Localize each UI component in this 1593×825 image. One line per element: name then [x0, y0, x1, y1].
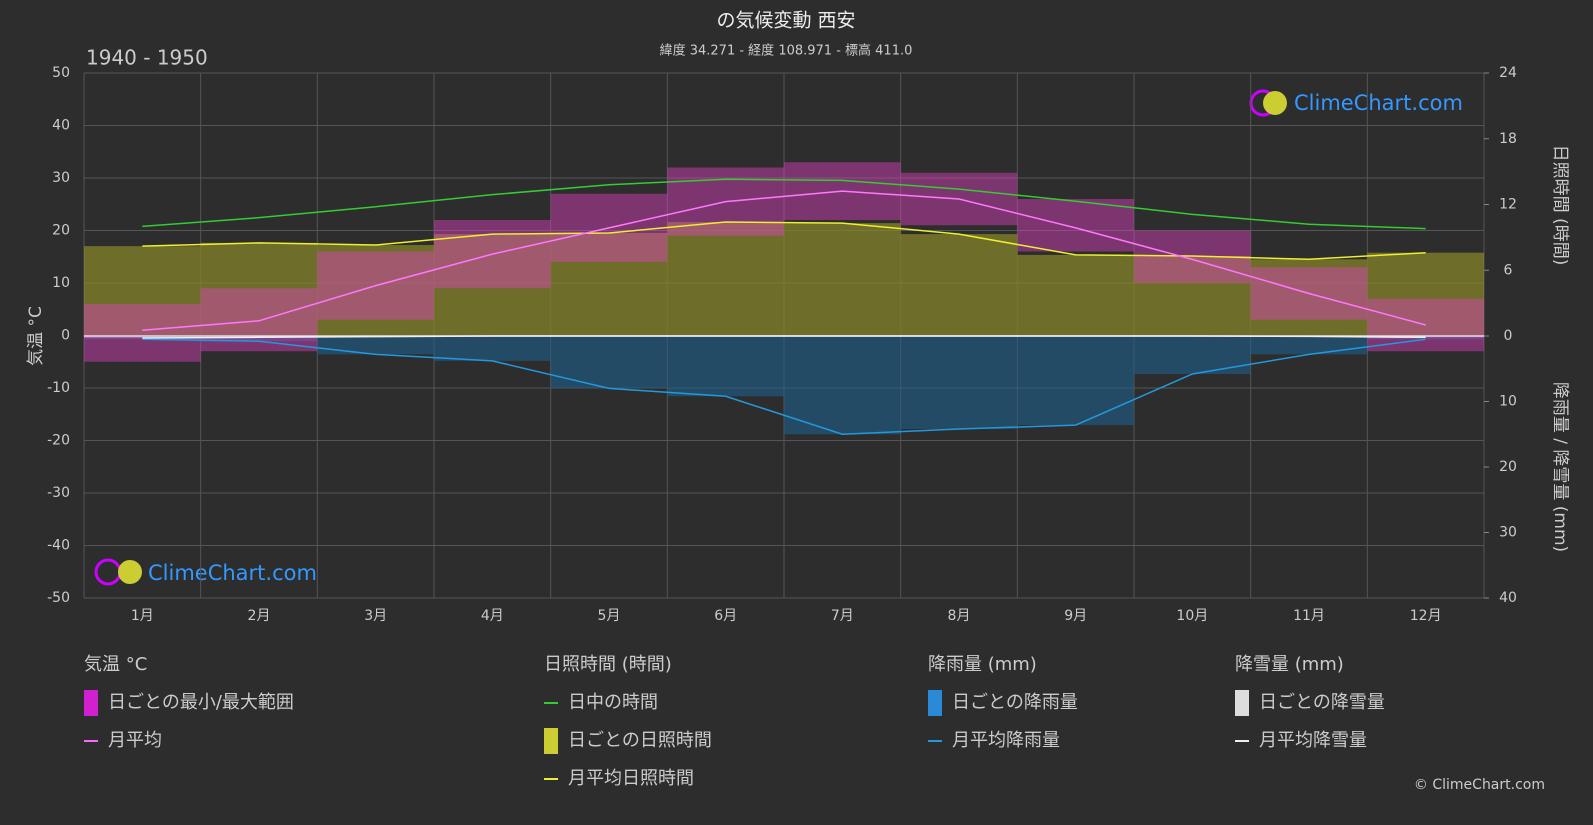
y3-tick-label: 10: [1499, 394, 1517, 410]
y-tick-label: 30: [52, 170, 70, 186]
sunshine-bar: [1367, 252, 1484, 336]
rain-bar: [667, 336, 784, 397]
temp-range: [84, 304, 201, 362]
rain-bar: [200, 336, 318, 342]
rain-bar: [900, 336, 1018, 430]
x-tick-label: 10月: [1176, 608, 1208, 624]
legend-item: 月平均日照時間: [568, 768, 694, 789]
y-tick-label: -50: [47, 590, 70, 606]
legend-title: 降雪量 (mm): [1235, 654, 1344, 675]
x-tick-label: 2月: [248, 608, 271, 624]
x-tick-label: 4月: [481, 608, 504, 624]
subtitle: 緯度 34.271 - 経度 108.971 - 標高 411.0: [660, 43, 913, 59]
rain-bar: [1134, 336, 1251, 374]
y3-tick-label: 40: [1499, 590, 1517, 606]
logo: [1249, 89, 1287, 117]
y2-tick-label: 18: [1499, 131, 1517, 147]
y3-tick-label: 30: [1499, 525, 1517, 541]
rain-bar: [550, 336, 668, 389]
legend-swatch: [544, 728, 558, 754]
y2-tick-label: 12: [1499, 197, 1517, 213]
y-tick-label: -40: [47, 538, 70, 554]
x-tick-label: 9月: [1064, 608, 1087, 624]
rain-bar: [1017, 336, 1134, 426]
y2-tick-label: 6: [1504, 262, 1513, 278]
x-tick-label: 6月: [714, 608, 737, 624]
sunshine-bar: [434, 234, 551, 336]
legend-item: 日ごとの降雪量: [1259, 692, 1385, 713]
legend-title: 降雨量 (mm): [928, 654, 1037, 675]
sunshine-bar: [1250, 259, 1368, 336]
sunshine-bar: [317, 245, 434, 336]
period: 1940 - 1950: [86, 46, 208, 70]
y-tick-label: 50: [52, 65, 70, 81]
sunshine-bar: [667, 222, 784, 336]
legend-title: 気温 °C: [84, 654, 147, 675]
rain-bar: [434, 336, 551, 361]
y2-tick-label: 0: [1504, 328, 1513, 344]
rain-bar: [1367, 336, 1484, 340]
y-axis-label: 気温 °C: [26, 306, 46, 366]
legend-swatch: [928, 690, 942, 716]
legend-item: 日ごとの降雨量: [952, 692, 1078, 713]
sunshine-bar: [784, 223, 901, 336]
y-tick-label: 0: [61, 328, 70, 344]
x-tick-label: 3月: [364, 608, 387, 624]
legend-item: 日ごとの最小/最大範囲: [108, 692, 294, 713]
daylight-line: [142, 178, 1426, 230]
legend-item: 月平均: [108, 730, 162, 751]
x-tick-label: 11月: [1293, 608, 1325, 624]
temp-range: [1367, 298, 1484, 352]
y2-tick-label: 24: [1499, 65, 1517, 81]
snow-bar: [84, 336, 201, 338]
x-tick-label: 1月: [131, 608, 154, 624]
legend-item: 日中の時間: [568, 692, 658, 713]
sunshine-bar: [900, 234, 1018, 336]
x-tick-label: 8月: [948, 608, 971, 624]
watermark: ClimeChart.com: [1294, 91, 1463, 115]
y-tick-label: 20: [52, 223, 70, 239]
y3-axis-label: 降雨量 / 降雪量 (mm): [1550, 382, 1570, 552]
sunshine-bar: [84, 246, 201, 336]
logo: [94, 558, 142, 586]
chart-title: の気候変動 西安: [716, 10, 855, 32]
legend-item: 月平均降雪量: [1259, 730, 1367, 751]
snow-line: [142, 335, 1426, 339]
y-tick-label: -30: [47, 485, 70, 501]
legend-swatch: [84, 690, 98, 716]
temp-line: [142, 190, 1426, 331]
temp-range: [1017, 199, 1134, 252]
legend-title: 日照時間 (時間): [544, 654, 672, 675]
copyright: © ClimeChart.com: [1414, 777, 1545, 793]
y-tick-label: 40: [52, 118, 70, 134]
rain-line: [142, 338, 1426, 436]
legend-item: 月平均降雨量: [952, 730, 1060, 751]
y2-axis-label: 日照時間 (時間): [1550, 145, 1570, 266]
sunshine-bar: [1017, 254, 1134, 336]
x-tick-label: 12月: [1410, 608, 1442, 624]
rain-bar: [1250, 336, 1368, 355]
sunshine-bar: [1134, 256, 1251, 336]
legend-item: 日ごとの日照時間: [568, 730, 712, 751]
rain-bar: [317, 336, 434, 355]
sunshine-line: [142, 221, 1426, 261]
y-tick-label: -20: [47, 433, 70, 449]
y3-tick-label: 20: [1499, 459, 1517, 475]
rain-bar: [784, 336, 901, 435]
watermark: ClimeChart.com: [148, 561, 317, 585]
y-tick-label: -10: [47, 380, 70, 396]
y-tick-label: 10: [52, 275, 70, 291]
x-tick-label: 5月: [598, 608, 621, 624]
sunshine-bar: [550, 232, 668, 336]
legend-swatch: [1235, 690, 1249, 716]
x-tick-label: 7月: [831, 608, 854, 624]
